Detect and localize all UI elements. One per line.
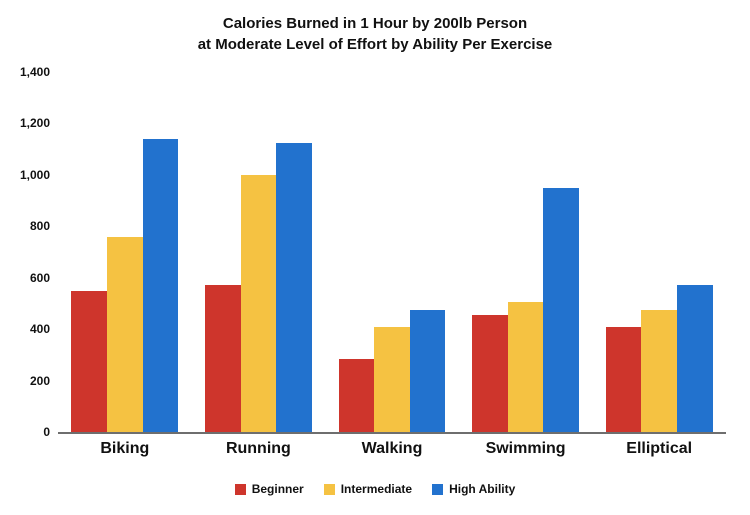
bar-group-biking	[58, 72, 192, 432]
bars	[472, 72, 580, 432]
x-label-biking: Biking	[100, 440, 150, 457]
x-label-walking: Walking	[361, 440, 423, 457]
x-label-running: Running	[225, 440, 291, 457]
bars	[204, 72, 312, 432]
bar-swimming-beginner	[472, 315, 508, 432]
y-tick-label: 1,400	[19, 65, 50, 79]
bar-elliptical-intermediate	[641, 309, 677, 432]
legend-swatch-icon	[432, 483, 444, 495]
x-label-elliptical: Elliptical	[626, 440, 693, 457]
bars	[338, 72, 446, 432]
bar-walking-high-ability	[409, 309, 446, 432]
bar-swimming-intermediate	[507, 302, 544, 432]
legend-label: Beginner	[251, 482, 304, 496]
bar-swimming-high-ability	[543, 187, 580, 432]
bar-walking-intermediate	[374, 326, 410, 432]
y-tick-label: 1,200	[19, 116, 50, 131]
y-tick-label: 400	[29, 322, 50, 337]
bar-biking-high-ability	[142, 138, 179, 432]
bar-running-high-ability	[276, 142, 312, 432]
legend-label: Intermediate	[340, 482, 413, 496]
bar-group-swimming	[459, 72, 593, 432]
bar-running-beginner	[204, 285, 241, 432]
y-tick-label: 800	[29, 219, 50, 234]
bar-elliptical-beginner	[605, 326, 642, 432]
bar-biking-intermediate	[106, 236, 143, 432]
bar-group-walking	[325, 72, 459, 432]
legend-swatch-icon	[234, 483, 246, 495]
legend-label: High Ability	[449, 482, 516, 496]
legend-item-beginner: Beginner	[234, 482, 304, 496]
y-axis: 0 200 400 600 800 1,000 1,200 1,400	[0, 65, 50, 439]
bar-group-elliptical	[592, 72, 726, 432]
chart-title-line2: at Moderate Level of Effort by Ability P…	[197, 36, 553, 53]
legend-swatch-icon	[323, 483, 335, 495]
bar-walking-beginner	[338, 358, 375, 432]
x-label-swimming: Swimming	[485, 440, 566, 457]
bar-biking-beginner	[71, 290, 107, 432]
y-tick-label: 1,000	[19, 167, 50, 182]
y-tick-label: 600	[29, 270, 50, 285]
bar-running-intermediate	[240, 174, 277, 432]
bars	[605, 72, 713, 432]
legend-item-intermediate: Intermediate	[323, 482, 413, 496]
legend: Beginner Intermediate High Ability	[0, 482, 750, 496]
chart-title: Calories Burned in 1 Hour by 200lb Perso…	[0, 13, 750, 55]
plot-area	[58, 72, 726, 434]
bar-group-running	[192, 72, 326, 432]
bars	[71, 72, 179, 432]
y-tick-label: 0	[43, 425, 50, 439]
x-axis-labels: Biking Running Walking Swimming Elliptical	[58, 440, 726, 458]
legend-item-high-ability: High Ability	[432, 482, 515, 496]
y-tick-label: 200	[29, 373, 50, 388]
chart-title-line1: Calories Burned in 1 Hour by 200lb Perso…	[222, 15, 528, 32]
bar-elliptical-high-ability	[676, 285, 713, 432]
